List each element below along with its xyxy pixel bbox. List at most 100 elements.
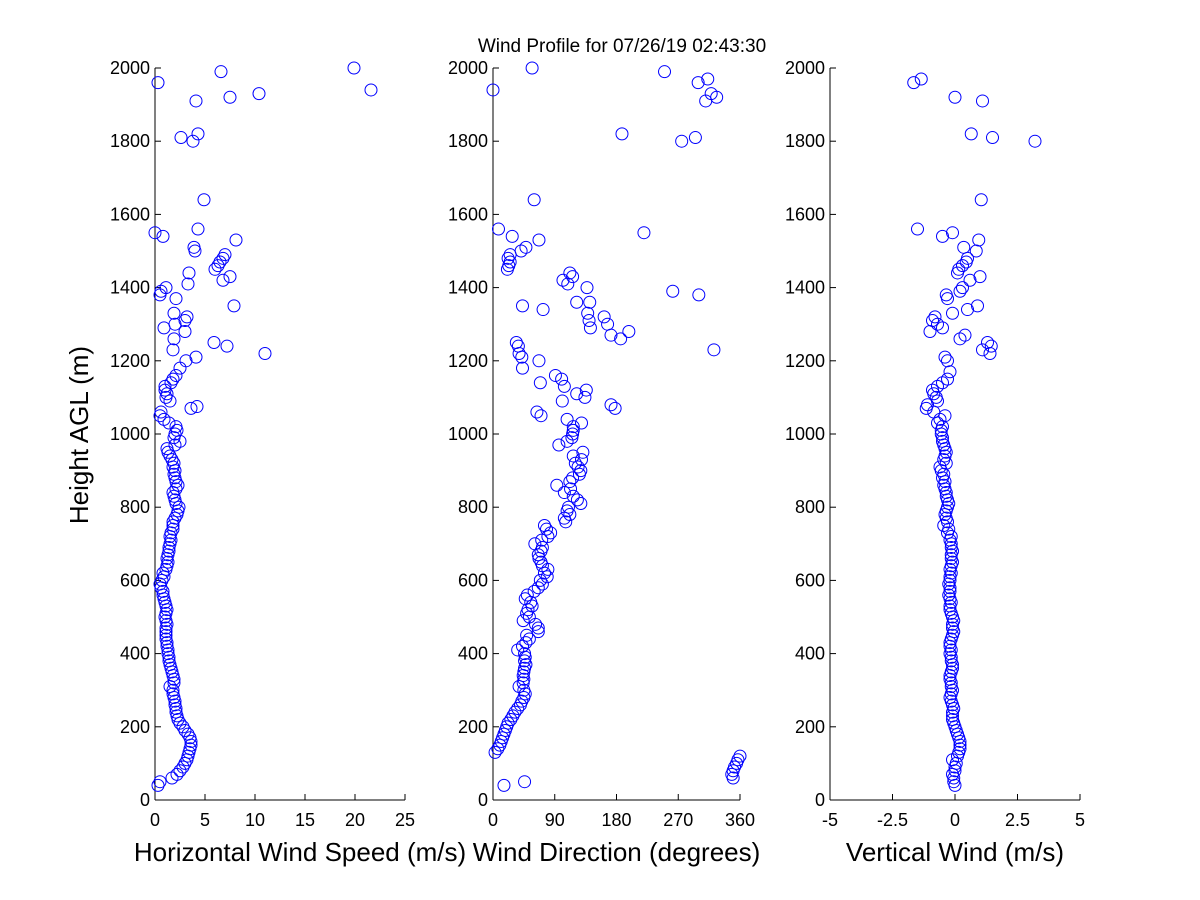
data-point bbox=[159, 281, 173, 295]
data-point bbox=[160, 442, 174, 456]
data-point bbox=[944, 529, 958, 543]
data-point bbox=[578, 390, 592, 404]
data-point bbox=[167, 456, 181, 470]
data-point bbox=[161, 647, 175, 661]
data-point bbox=[516, 361, 530, 375]
data-point bbox=[944, 632, 958, 646]
data-point bbox=[927, 405, 941, 419]
data-point bbox=[944, 694, 958, 708]
data-point bbox=[946, 621, 959, 635]
data-point bbox=[944, 566, 958, 580]
data-point bbox=[229, 233, 243, 247]
data-point bbox=[162, 544, 176, 558]
data-point bbox=[159, 625, 173, 639]
data-point bbox=[946, 226, 959, 240]
data-point bbox=[956, 281, 969, 295]
data-point bbox=[958, 328, 972, 342]
y-tick-label: 400 bbox=[458, 644, 488, 664]
y-tick-label: 1000 bbox=[110, 424, 150, 444]
data-point bbox=[981, 336, 994, 349]
data-point bbox=[961, 303, 974, 317]
data-point bbox=[156, 566, 170, 580]
data-point bbox=[151, 778, 165, 792]
data-point bbox=[561, 500, 575, 514]
data-point bbox=[938, 449, 952, 463]
data-point bbox=[911, 222, 924, 236]
data-point bbox=[533, 376, 547, 390]
data-point bbox=[537, 566, 551, 580]
data-point bbox=[156, 229, 170, 243]
data-point bbox=[946, 628, 959, 642]
data-point bbox=[157, 412, 171, 426]
y-tick-label: 600 bbox=[120, 570, 150, 590]
data-point bbox=[921, 398, 934, 412]
data-point bbox=[515, 350, 529, 364]
data-markers bbox=[486, 61, 747, 792]
data-point bbox=[504, 712, 518, 726]
data-point bbox=[582, 314, 596, 328]
data-point bbox=[658, 65, 672, 79]
data-point bbox=[532, 354, 546, 368]
data-point bbox=[491, 742, 505, 756]
data-point bbox=[528, 537, 542, 551]
data-point bbox=[944, 559, 958, 573]
data-point bbox=[944, 551, 958, 565]
data-point bbox=[943, 562, 957, 576]
x-tick-label: 0 bbox=[150, 810, 160, 830]
data-point bbox=[178, 723, 192, 737]
data-point bbox=[169, 482, 183, 496]
data-point bbox=[583, 295, 597, 309]
data-point bbox=[527, 193, 541, 207]
data-point bbox=[509, 336, 523, 349]
data-point bbox=[169, 292, 183, 306]
data-point bbox=[163, 680, 177, 694]
y-tick-label: 0 bbox=[478, 790, 488, 810]
data-point bbox=[952, 262, 966, 276]
data-point bbox=[976, 343, 989, 357]
data-point bbox=[533, 573, 547, 587]
data-point bbox=[931, 394, 944, 408]
data-point bbox=[563, 266, 577, 280]
data-point bbox=[946, 306, 959, 320]
data-point bbox=[956, 259, 969, 273]
data-point bbox=[556, 273, 570, 287]
y-tick-label: 1800 bbox=[785, 131, 825, 151]
data-point bbox=[947, 775, 961, 789]
data-point bbox=[959, 255, 973, 269]
data-point bbox=[511, 702, 525, 715]
data-point bbox=[946, 712, 959, 726]
y-tick-label: 1800 bbox=[448, 131, 488, 151]
data-point bbox=[923, 325, 937, 339]
y-tick-label: 200 bbox=[458, 717, 488, 737]
data-point bbox=[947, 614, 961, 628]
data-point bbox=[182, 266, 196, 280]
data-point bbox=[926, 314, 939, 328]
data-point bbox=[614, 332, 628, 346]
data-point bbox=[575, 416, 589, 430]
y-tick-label: 1800 bbox=[110, 131, 150, 151]
data-point bbox=[929, 390, 943, 404]
data-point bbox=[976, 94, 989, 108]
y-tick-label: 1000 bbox=[448, 424, 488, 444]
data-point bbox=[939, 456, 953, 470]
data-point bbox=[622, 325, 636, 339]
y-tick-label: 800 bbox=[795, 497, 825, 517]
y-tick-label: 1400 bbox=[785, 278, 825, 298]
data-point bbox=[604, 398, 618, 412]
x-tick-label: 0 bbox=[950, 810, 960, 830]
data-point bbox=[953, 742, 967, 756]
data-point bbox=[207, 336, 221, 349]
data-point bbox=[952, 731, 966, 745]
data-point bbox=[691, 76, 705, 90]
data-point bbox=[164, 376, 178, 390]
data-point bbox=[174, 131, 188, 145]
x-tick-label: -2.5 bbox=[877, 810, 908, 830]
data-point bbox=[529, 617, 543, 631]
y-tick-label: 400 bbox=[120, 644, 150, 664]
data-point bbox=[601, 317, 615, 331]
data-point bbox=[973, 270, 987, 284]
data-point bbox=[566, 489, 580, 503]
data-point bbox=[167, 332, 181, 346]
data-point bbox=[944, 687, 958, 701]
data-point bbox=[560, 412, 574, 426]
